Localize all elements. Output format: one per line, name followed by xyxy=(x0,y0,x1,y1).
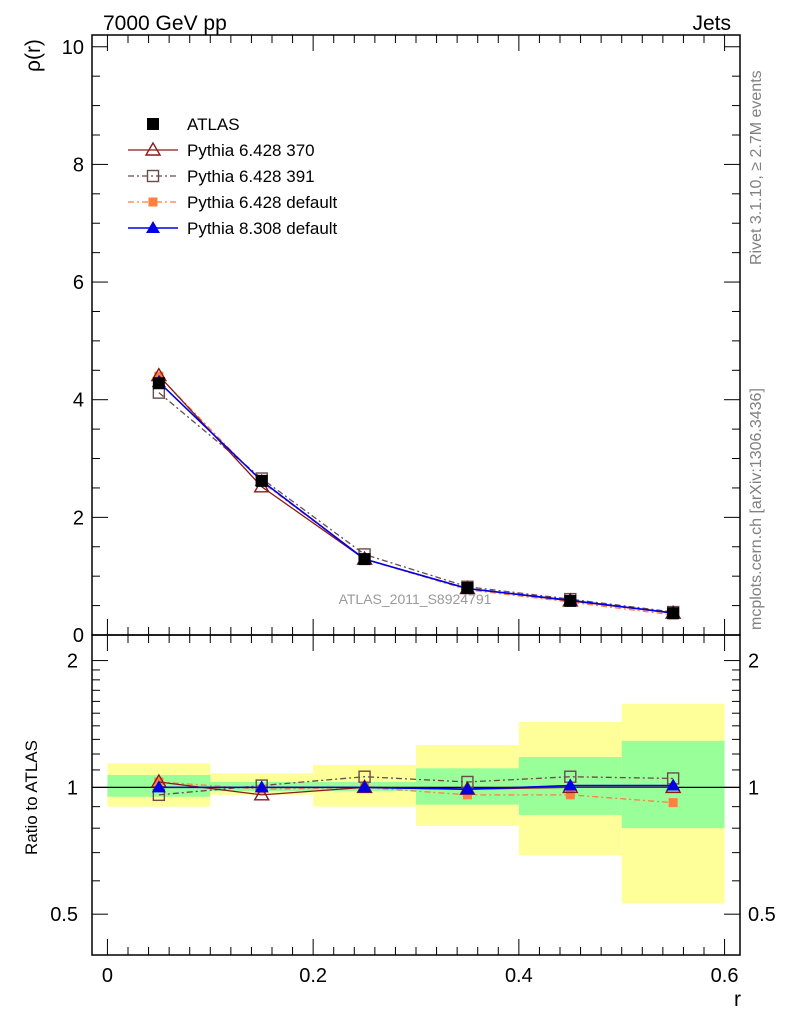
legend-label-p370: Pythia 6.428 370 xyxy=(187,141,315,160)
main-panel: 0 2 4 6 8 10 xyxy=(62,34,741,647)
ratio-point-p6def xyxy=(668,798,678,808)
legend-marker-p370 xyxy=(144,141,162,156)
mcplots-label: mcplots.cern.ch [arXiv:1306.3436] xyxy=(748,388,765,630)
main-point-data xyxy=(667,607,680,620)
main-y-axis-label: ρ(r) xyxy=(22,39,45,72)
ratio-point-p370 xyxy=(253,786,270,801)
legend-label-p391: Pythia 6.428 391 xyxy=(187,167,315,186)
main-series-line-p391 xyxy=(158,392,674,613)
main-y-tick-label: 2 xyxy=(73,507,84,529)
main-y-tick-label: 0 xyxy=(73,625,84,647)
ratio-point-p8def xyxy=(666,778,681,791)
rivet-version-label: Rivet 3.1.10, ≥ 2.7M events xyxy=(748,70,765,265)
x-tick-label: 0.2 xyxy=(299,965,327,987)
ratio-y-tick-label: 2 xyxy=(67,651,78,673)
ratio-point-p8def xyxy=(357,780,372,793)
ratio-panel: 0 0.2 0.4 0.6 0.5 0.5 1 1 2 2 xyxy=(50,634,776,987)
main-point-data xyxy=(358,553,371,566)
ratio-point-p8def xyxy=(254,780,269,793)
main-y-tick-label: 4 xyxy=(73,390,84,412)
ratio-point-p6def xyxy=(565,790,575,800)
main-point-data xyxy=(564,594,577,607)
ratio-point-p8def xyxy=(151,780,166,793)
header-process-label: Jets xyxy=(692,12,731,35)
x-tick-label: 0.6 xyxy=(711,965,739,987)
main-point-data xyxy=(255,474,268,487)
x-tick-label: 0 xyxy=(102,965,113,987)
main-y-tick-label: 8 xyxy=(73,154,84,176)
main-series-line-p6def xyxy=(158,375,674,616)
legend-marker-p8def xyxy=(146,221,160,233)
main-point-data xyxy=(152,377,165,390)
legend-marker-p6def xyxy=(148,197,158,207)
legend-label-data: ATLAS xyxy=(187,115,240,134)
legend-label-p6def: Pythia 6.428 default xyxy=(187,193,338,212)
legend-marker-data xyxy=(147,118,159,130)
ratio-series-line-p8def xyxy=(158,784,674,791)
x-axis-label: r xyxy=(734,988,741,1011)
main-series-line-p370 xyxy=(158,375,674,614)
main-point-data xyxy=(461,581,474,594)
legend-marker-p391 xyxy=(146,169,160,183)
legend: ATLAS Pythia 6.428 370 Pythia 6.428 391 Pyt… xyxy=(128,115,338,238)
analysis-id-label: ATLAS_2011_S8924791 xyxy=(339,591,492,607)
ratio-y-tick-label: 1 xyxy=(67,777,78,799)
ratio-y-tick-label-right: 1 xyxy=(748,777,759,799)
main-y-tick-label: 10 xyxy=(62,37,84,59)
header-energy-label: 7000 GeV pp xyxy=(103,12,227,35)
x-tick-label: 0.4 xyxy=(505,965,533,987)
main-y-tick-label: 6 xyxy=(73,272,84,294)
ratio-y-tick-label: 0.5 xyxy=(50,904,78,926)
ratio-y-tick-label-right: 2 xyxy=(748,651,759,673)
ratio-y-axis-label: Ratio to ATLAS xyxy=(22,740,41,855)
main-series-line-p8def xyxy=(158,381,674,614)
legend-label-p8def: Pythia 8.308 default xyxy=(187,219,338,238)
ratio-point-p8def xyxy=(563,778,578,791)
ratio-point-p8def xyxy=(460,782,475,795)
ratio-y-tick-label-right: 0.5 xyxy=(748,904,776,926)
